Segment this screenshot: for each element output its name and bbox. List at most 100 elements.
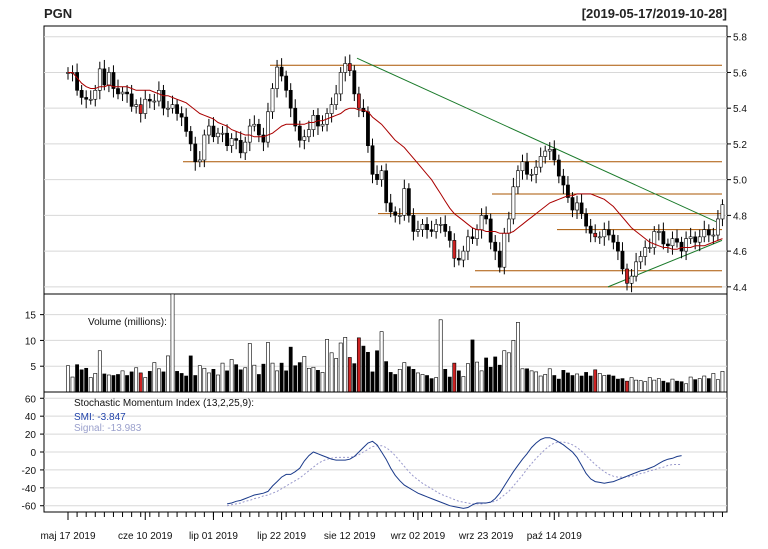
ticker-title: PGN <box>44 6 72 21</box>
candle-body <box>493 241 498 252</box>
volume-bar <box>320 372 325 393</box>
candle-body <box>470 236 475 239</box>
candle-body <box>216 132 220 138</box>
volume-bar <box>675 380 679 393</box>
candle-body <box>238 140 243 154</box>
smi-value-label: SMI: -3.847 <box>74 412 126 423</box>
volume-bar <box>284 370 289 393</box>
volume-bar <box>161 371 166 393</box>
candle-body <box>393 211 398 216</box>
candle-body <box>220 132 225 135</box>
candle-body <box>606 229 611 236</box>
volume-bar <box>584 372 589 393</box>
volume-bar <box>179 373 184 393</box>
candle-body <box>466 236 470 252</box>
price-tick-label: 5.6 <box>733 68 747 79</box>
volume-bar <box>143 377 148 393</box>
smi-panel: -60 -40 -20 0 20 40 60 <box>22 391 728 513</box>
volume-bar <box>66 365 70 393</box>
volume-bar <box>620 378 625 393</box>
volume-bar <box>538 375 543 393</box>
price-tick-label: 5.4 <box>733 104 747 115</box>
volume-bar <box>206 372 211 393</box>
volume-bar <box>266 342 270 393</box>
volume-bar <box>461 376 466 393</box>
volume-bar <box>188 355 193 393</box>
volume-bar <box>452 362 457 393</box>
volume-bar <box>193 375 198 393</box>
volume-bar <box>197 365 202 393</box>
candle-body <box>702 229 707 238</box>
volume-bar <box>120 370 125 393</box>
volume-bar <box>711 373 716 393</box>
volume-bar <box>520 368 525 393</box>
candle-body <box>243 141 248 154</box>
candle-body <box>179 113 184 118</box>
volume-bar <box>88 377 93 393</box>
volume-bar <box>693 379 698 393</box>
candle-body <box>706 229 711 236</box>
candle-body <box>170 104 175 109</box>
volume-bar <box>447 376 452 393</box>
candle-body <box>584 213 589 227</box>
volume-bar <box>588 375 593 393</box>
candle-body <box>93 90 98 100</box>
volume-bar <box>443 369 448 393</box>
price-tick-label: 5.2 <box>733 140 747 151</box>
volume-bar <box>402 362 407 393</box>
volume-bar <box>629 377 634 393</box>
volume-bar <box>152 362 157 393</box>
candle-body <box>556 159 561 177</box>
candle-body <box>679 241 684 252</box>
candle-body <box>270 88 275 113</box>
volume-bar <box>252 364 257 393</box>
volume-bar <box>479 370 484 393</box>
volume-bar <box>397 369 402 393</box>
candle-body <box>120 91 125 95</box>
candle-body <box>611 234 616 243</box>
volume-bar <box>488 366 493 393</box>
candle-body <box>225 132 229 147</box>
volume-bar <box>270 362 275 393</box>
signal-value-label: Signal: -13.983 <box>74 423 142 434</box>
volume-bar <box>497 364 502 393</box>
volume-bar <box>356 337 361 393</box>
price-tick-label: 4.6 <box>733 247 747 258</box>
candle-body <box>166 107 170 110</box>
volume-bar <box>702 375 707 393</box>
volume-bar <box>325 339 329 393</box>
volume-bar <box>525 368 529 393</box>
volume-bar <box>384 361 389 393</box>
volume-bar <box>652 379 657 393</box>
candle-body <box>293 107 298 127</box>
candle-body <box>688 236 693 239</box>
candle-body <box>347 63 352 71</box>
candle-body <box>384 170 389 204</box>
candle-body <box>306 129 311 138</box>
price-tick-label: 5.0 <box>733 176 747 187</box>
candle-body <box>229 138 234 147</box>
candle-body <box>352 70 357 95</box>
candle-body <box>116 88 120 95</box>
volume-bar <box>529 370 534 393</box>
candle-body <box>388 202 393 213</box>
candle-body <box>320 123 325 127</box>
volume-bar <box>688 376 693 393</box>
candle-body <box>588 225 593 234</box>
volume-bar <box>347 357 352 393</box>
candle-body <box>597 236 602 239</box>
candle-body <box>402 188 407 216</box>
candle-body <box>429 229 434 232</box>
volume-bar <box>261 363 266 393</box>
candle-body <box>157 90 161 102</box>
x-tick-label: sie 12 2019 <box>324 531 376 542</box>
volume-bar <box>502 350 507 393</box>
candle-body <box>693 236 698 243</box>
x-tick-label: cze 10 2019 <box>118 531 173 542</box>
candle-body <box>570 197 575 211</box>
candle-body <box>302 136 307 141</box>
volume-bar <box>556 378 561 393</box>
smi-tick-label: -60 <box>22 502 37 513</box>
volume-bar <box>634 379 638 393</box>
price-panel: 4.4 4.6 4.8 5.0 5.2 5.4 5.6 5.8 <box>43 25 747 295</box>
